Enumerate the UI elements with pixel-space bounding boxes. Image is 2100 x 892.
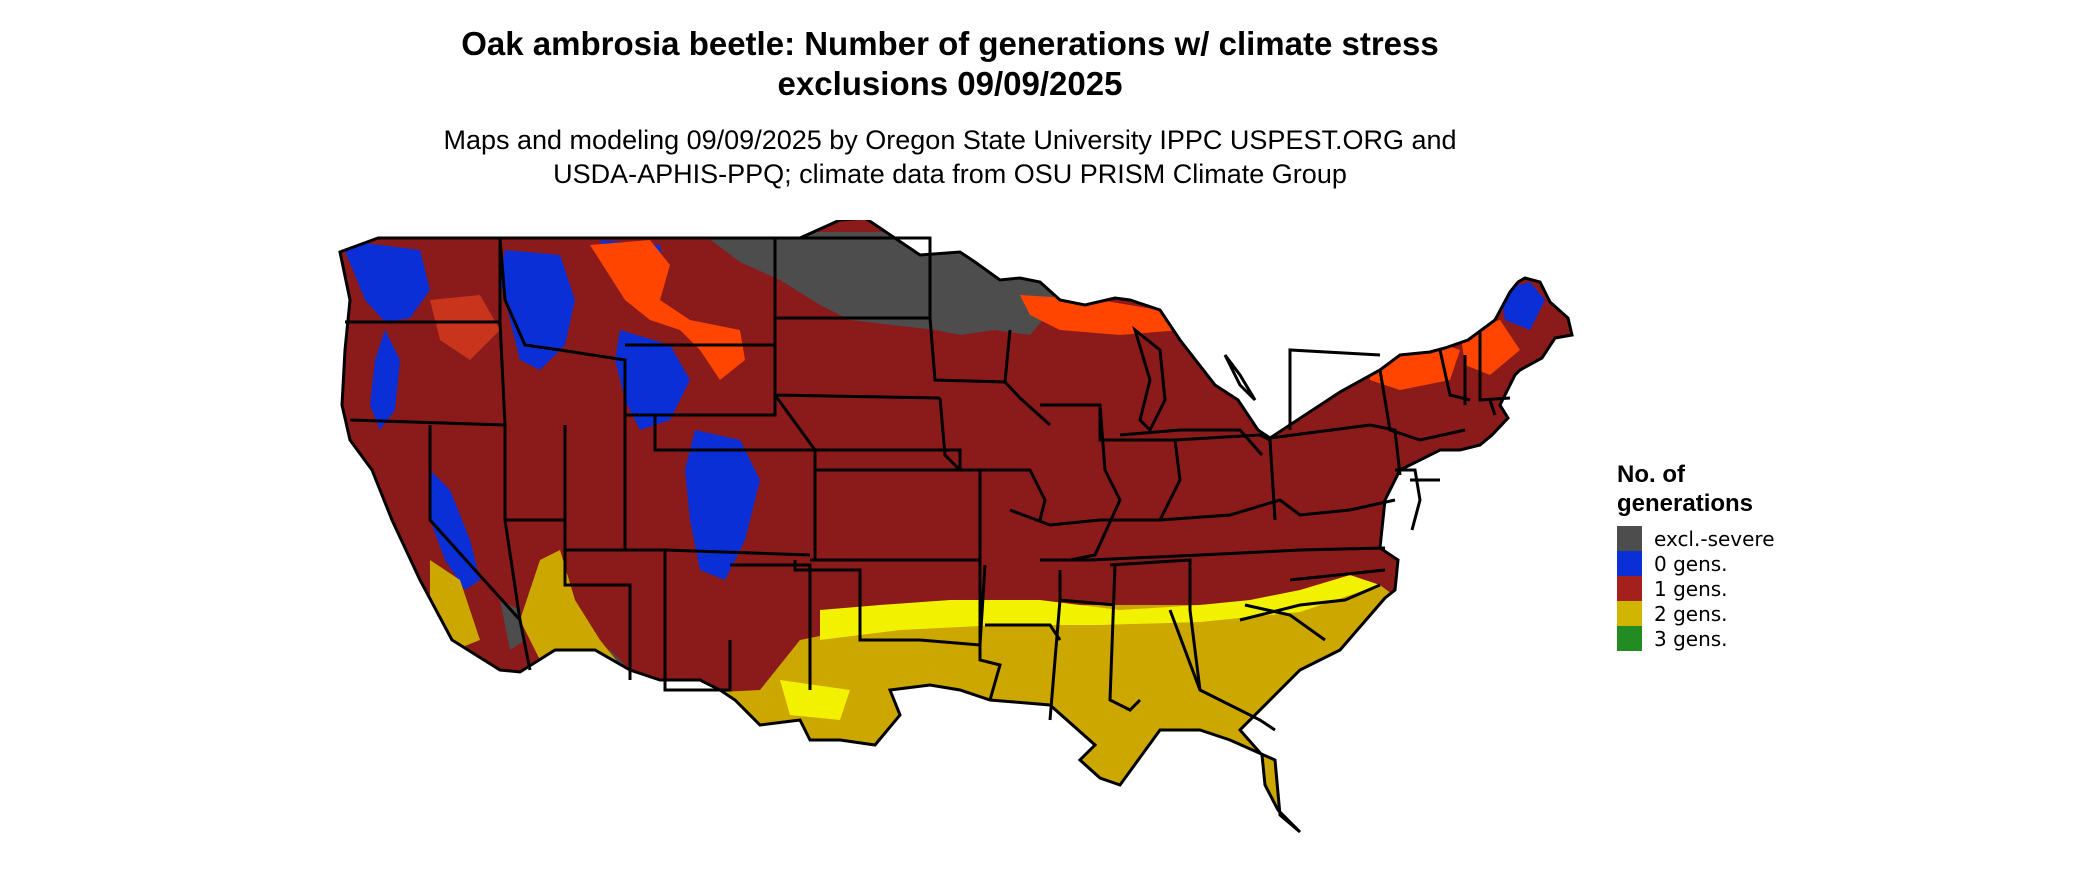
legend-swatch-2-gens	[1617, 601, 1642, 626]
legend-title-line-1: No. of	[1617, 461, 1685, 488]
legend: No. of generations excl.-severe 0 gens. …	[1617, 460, 1775, 651]
map-subtitle: Maps and modeling 09/09/2025 by Oregon S…	[0, 123, 1900, 191]
legend-swatch-1-gens	[1617, 576, 1642, 601]
subtitle-line-2: USDA-APHIS-PPQ; climate data from OSU PR…	[553, 159, 1347, 189]
us-generations-map	[338, 220, 1574, 890]
two-gen-edge-band	[820, 575, 1380, 640]
orange-area-upper-peninsula	[1020, 295, 1180, 335]
three-gen-region-keys	[1240, 875, 1275, 890]
legend-label-2-gens: 2 gens.	[1654, 601, 1728, 626]
zero-gen-cascades-south	[370, 330, 400, 430]
legend-swatch-excluded	[1617, 526, 1642, 551]
legend-item-0-gens: 0 gens.	[1617, 551, 1775, 576]
map-title: Oak ambrosia beetle: Number of generatio…	[0, 24, 1900, 104]
legend-swatch-3-gens	[1617, 626, 1642, 651]
legend-title-line-2: generations	[1617, 490, 1754, 517]
legend-item-excluded: excl.-severe	[1617, 526, 1775, 551]
subtitle-line-1: Maps and modeling 09/09/2025 by Oregon S…	[443, 125, 1457, 155]
zero-gen-cascades-north	[340, 240, 430, 322]
legend-label-3-gens: 3 gens.	[1654, 626, 1728, 651]
zero-gen-colorado	[685, 430, 760, 580]
two-gen-edge-texas	[780, 680, 850, 720]
zero-gen-maine	[1500, 282, 1545, 330]
title-line-1: Oak ambrosia beetle: Number of generatio…	[461, 25, 1439, 62]
legend-label-1-gens: 1 gens.	[1654, 576, 1728, 601]
legend-label-excluded: excl.-severe	[1654, 526, 1775, 551]
zero-gen-wyoming	[615, 330, 690, 430]
legend-item-2-gens: 2 gens.	[1617, 601, 1775, 626]
legend-label-0-gens: 0 gens.	[1654, 551, 1728, 576]
legend-title: No. of generations	[1617, 460, 1775, 518]
zero-gen-idaho	[500, 250, 575, 370]
title-line-2: exclusions 09/09/2025	[777, 65, 1123, 102]
orange-area-oregon	[430, 295, 500, 360]
state-boundaries	[338, 220, 1574, 834]
legend-swatch-0-gens	[1617, 551, 1642, 576]
legend-item-1-gens: 1 gens.	[1617, 576, 1775, 601]
legend-item-3-gens: 3 gens.	[1617, 626, 1775, 651]
